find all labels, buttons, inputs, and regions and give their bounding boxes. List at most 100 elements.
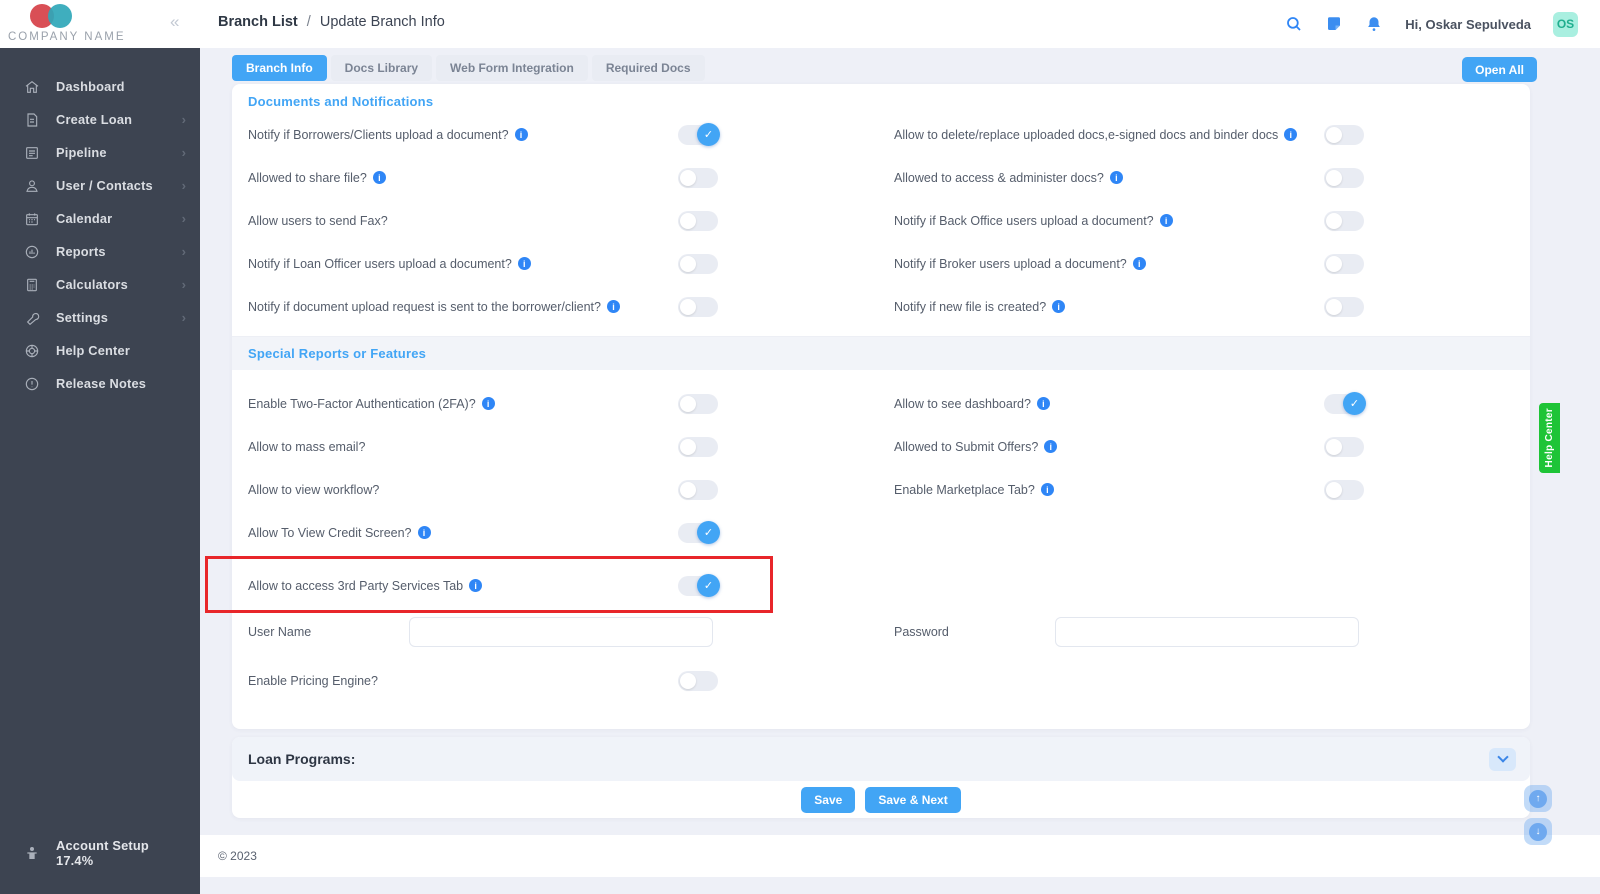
toggle-knob xyxy=(1326,212,1342,229)
toggle-knob xyxy=(1326,298,1342,315)
info-icon[interactable]: i xyxy=(1159,214,1173,227)
info-icon[interactable]: i xyxy=(372,171,386,184)
avatar[interactable]: OS xyxy=(1553,11,1578,37)
toggle-switch[interactable] xyxy=(678,393,718,414)
sidebar-item-create-loan[interactable]: Create Loan › xyxy=(0,103,200,136)
sidebar-item-label: Create Loan xyxy=(56,112,133,127)
save-button[interactable]: Save xyxy=(801,786,856,813)
loan-programs-header[interactable]: Loan Programs: xyxy=(232,737,1530,781)
sidebar-item-account-setup[interactable]: Account Setup 17.4% xyxy=(0,838,200,868)
toggle-label: Allow to mass email? xyxy=(248,439,366,454)
top-header: COMPANY NAME « Branch List / Update Bran… xyxy=(0,0,1600,48)
toggle-label: Allowed to share file? xyxy=(248,170,367,185)
sidebar-item-calendar[interactable]: Calendar › xyxy=(0,202,200,235)
toggle-switch[interactable] xyxy=(678,253,718,274)
toggle-label: Allowed to access & administer docs? xyxy=(894,170,1104,185)
sidebar-item-label: Help Center xyxy=(56,343,131,358)
toggle-row: Notify if document upload request is sen… xyxy=(248,285,718,328)
toggle-switch[interactable] xyxy=(678,167,718,188)
chevron-right-icon: › xyxy=(181,310,186,325)
sidebar-item-label: Settings xyxy=(56,310,109,325)
sidebar-collapse-icon[interactable]: « xyxy=(170,12,180,31)
toggle-switch[interactable] xyxy=(1324,124,1364,145)
toggle-switch[interactable] xyxy=(1324,479,1364,500)
password-input[interactable] xyxy=(1055,617,1359,647)
sidebar-item-calculators[interactable]: Calculators › xyxy=(0,268,200,301)
notifications-bell-icon[interactable] xyxy=(1365,15,1383,33)
toggle-label: Allow to delete/replace uploaded docs,e-… xyxy=(894,127,1279,142)
toggle-label: Enable Marketplace Tab? xyxy=(894,482,1035,497)
tab-required-docs[interactable]: Required Docs xyxy=(591,55,705,81)
toggle-label: Notify if Borrowers/Clients upload a doc… xyxy=(248,127,509,142)
info-icon[interactable]: i xyxy=(1284,128,1298,141)
toggle-knob xyxy=(680,395,696,412)
toggle-knob xyxy=(1326,438,1342,455)
info-icon[interactable]: i xyxy=(469,579,483,592)
toggle-row: Allow to see dashboard? i ✓ xyxy=(894,382,1366,425)
toggle-switch[interactable] xyxy=(1324,436,1364,457)
sidebar-item-user-contacts[interactable]: User / Contacts › xyxy=(0,169,200,202)
sidebar-item-dashboard[interactable]: Dashboard xyxy=(0,70,200,103)
toggle-switch[interactable] xyxy=(1324,253,1364,274)
username-row: User Name xyxy=(248,609,718,655)
company-logo[interactable]: COMPANY NAME xyxy=(0,0,200,48)
chevron-right-icon: › xyxy=(181,211,186,226)
sidebar-item-label: Reports xyxy=(56,244,106,259)
username-input[interactable] xyxy=(409,617,713,647)
info-icon[interactable]: i xyxy=(1052,300,1066,313)
loan-programs-title: Loan Programs: xyxy=(248,751,356,767)
open-all-button[interactable]: Open All xyxy=(1462,57,1537,82)
save-next-button[interactable]: Save & Next xyxy=(865,786,961,813)
help-center-tab[interactable]: Help Center xyxy=(1539,403,1560,473)
info-icon[interactable]: i xyxy=(514,128,528,141)
loan-programs-expand-button[interactable] xyxy=(1489,747,1516,771)
toggle-row: Allow to access 3rd Party Services Tab i… xyxy=(248,564,720,607)
info-icon[interactable]: i xyxy=(517,257,531,270)
toggle-switch[interactable] xyxy=(1324,167,1364,188)
toggle-switch[interactable] xyxy=(1324,296,1364,317)
toggle-switch[interactable] xyxy=(678,296,718,317)
toggle-switch[interactable]: ✓ xyxy=(678,123,720,146)
toggle-switch[interactable]: ✓ xyxy=(678,574,720,597)
tab-docs-library[interactable]: Docs Library xyxy=(330,55,433,81)
toggle-label: Allow users to send Fax? xyxy=(248,213,388,228)
list-icon xyxy=(24,145,40,161)
sidebar-item-label: Dashboard xyxy=(56,79,125,94)
scroll-down-button[interactable]: ↓ xyxy=(1524,818,1552,845)
toggle-switch[interactable] xyxy=(678,479,718,500)
tab-web-form-integration[interactable]: Web Form Integration xyxy=(436,55,588,81)
toggle-knob: ✓ xyxy=(697,123,720,146)
sidebar-item-help-center[interactable]: Help Center xyxy=(0,334,200,367)
info-icon[interactable]: i xyxy=(1109,171,1123,184)
sidebar-item-pipeline[interactable]: Pipeline › xyxy=(0,136,200,169)
info-icon[interactable]: i xyxy=(481,397,495,410)
scroll-up-button[interactable]: ↑ xyxy=(1524,785,1552,812)
toggle-switch[interactable] xyxy=(678,436,718,457)
toggle-row: Notify if Back Office users upload a doc… xyxy=(894,199,1364,242)
info-icon[interactable]: i xyxy=(1040,483,1054,496)
home-icon xyxy=(24,79,40,95)
form-actions: Save Save & Next xyxy=(232,781,1530,818)
info-icon[interactable]: i xyxy=(1132,257,1146,270)
info-icon[interactable]: i xyxy=(1044,440,1058,453)
breadcrumb-parent-link[interactable]: Branch List xyxy=(218,14,298,30)
sidebar-item-label: Calculators xyxy=(56,277,128,292)
toggle-switch[interactable]: ✓ xyxy=(678,521,720,544)
lifebuoy-icon xyxy=(24,343,40,359)
toggle-switch[interactable]: ✓ xyxy=(1324,392,1366,415)
toggle-switch[interactable] xyxy=(678,210,718,231)
search-icon[interactable] xyxy=(1285,15,1303,33)
tab-branch-info[interactable]: Branch Info xyxy=(232,55,327,81)
chevron-right-icon: › xyxy=(181,277,186,292)
info-icon[interactable]: i xyxy=(417,526,431,539)
sidebar-item-reports[interactable]: Reports › xyxy=(0,235,200,268)
info-icon[interactable]: i xyxy=(606,300,620,313)
sidebar-item-release-notes[interactable]: Release Notes xyxy=(0,367,200,400)
info-icon[interactable]: i xyxy=(1036,397,1050,410)
notes-icon[interactable] xyxy=(1325,15,1343,33)
sidebar-item-settings[interactable]: Settings › xyxy=(0,301,200,334)
toggle-switch[interactable] xyxy=(678,670,718,691)
tab-bar: Branch Info Docs Library Web Form Integrat… xyxy=(232,55,705,81)
toggle-row: Allow to delete/replace uploaded docs,e-… xyxy=(894,113,1364,156)
toggle-switch[interactable] xyxy=(1324,210,1364,231)
